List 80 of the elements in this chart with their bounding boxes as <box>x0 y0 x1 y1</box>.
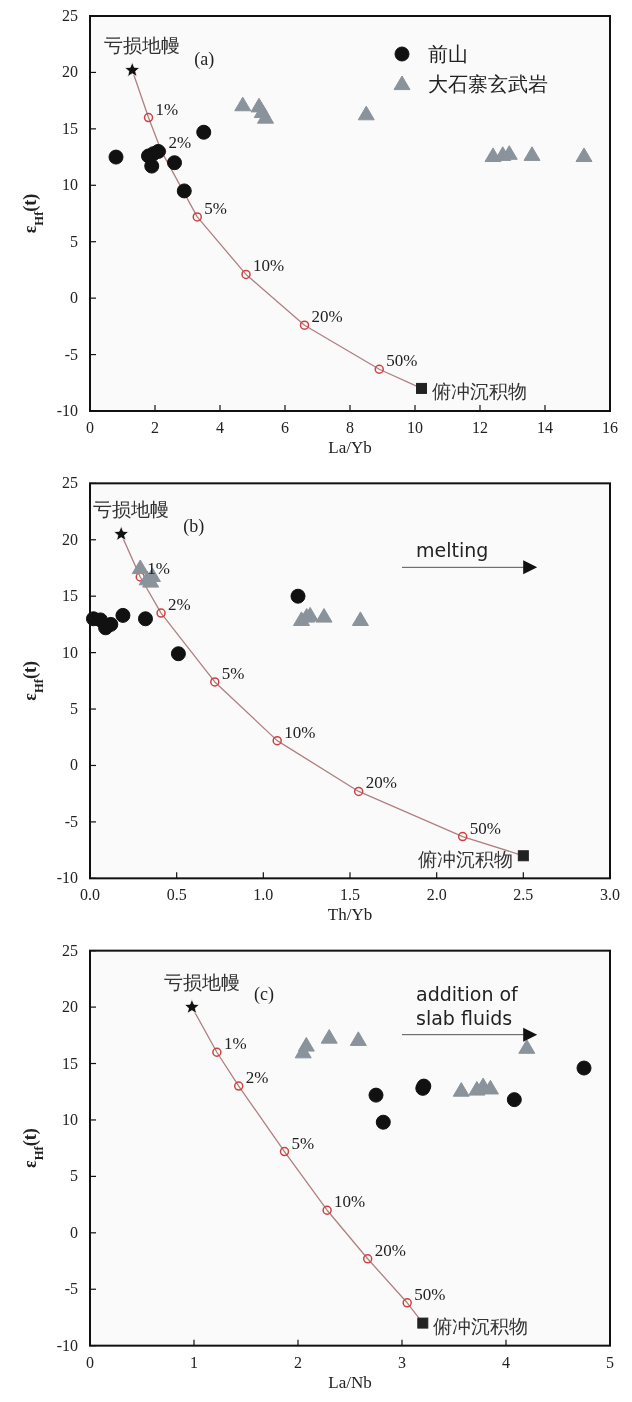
x-tick-label: 1.0 <box>253 886 274 904</box>
x-tick-label: 1 <box>190 1353 198 1371</box>
annotation: 50% <box>414 1284 446 1304</box>
annotation: melting <box>416 539 489 562</box>
y-tick-label: 10 <box>62 176 78 194</box>
x-tick-label: 0 <box>86 419 94 436</box>
y-tick-label: 0 <box>70 289 78 307</box>
x-tick-label: 10 <box>407 419 423 436</box>
annotation: 亏损地幔 <box>104 35 181 57</box>
annotation: 俯冲沉积物 <box>432 1316 528 1338</box>
x-tick-label: 0.5 <box>166 886 187 904</box>
x-tick-label: 2 <box>151 419 159 436</box>
x-axis-title: La/Yb <box>328 438 372 457</box>
y-tick-label: 10 <box>62 643 78 661</box>
y-tick-label: 25 <box>62 941 78 959</box>
x-tick-label: 3.0 <box>600 886 620 904</box>
y-tick-label: 0 <box>70 1223 78 1241</box>
y-tick-label: 25 <box>62 7 78 24</box>
y-tick-label: -5 <box>64 345 78 363</box>
annotation: 亏损地幔 <box>93 499 170 521</box>
annotation: (a) <box>194 49 215 70</box>
x-axis-title: Th/Yb <box>327 905 373 925</box>
x-tick-label: 14 <box>537 419 553 436</box>
x-tick-label: 2.0 <box>426 886 447 904</box>
annotation: 20% <box>311 307 343 327</box>
x-tick-label: 2 <box>294 1353 302 1371</box>
y-tick-label: 20 <box>62 63 78 81</box>
legend-label: 大石寨玄武岩 <box>428 73 548 95</box>
y-tick-label: 0 <box>70 756 78 774</box>
annotation: 1% <box>223 1034 247 1054</box>
x-tick-label: 2.5 <box>513 886 534 904</box>
y-tick-label: 5 <box>70 232 78 250</box>
annotation: 10% <box>284 722 316 742</box>
annotation: 2% <box>168 595 191 615</box>
x-tick-label: 1.5 <box>340 886 360 904</box>
y-tick-label: 15 <box>62 587 78 605</box>
x-tick-label: 6 <box>281 419 289 436</box>
y-tick-label: 20 <box>62 998 78 1016</box>
y-tick-label: -10 <box>56 869 78 887</box>
y-tick-label: 20 <box>62 530 78 548</box>
x-tick-label: 4 <box>502 1353 510 1371</box>
y-tick-label: 5 <box>70 1167 78 1185</box>
y-tick-label: 25 <box>62 474 78 492</box>
annotation: 5% <box>291 1133 315 1153</box>
annotation: 20% <box>365 773 397 793</box>
annotation: (c) <box>253 983 274 1005</box>
y-tick-label: -5 <box>64 1280 78 1298</box>
annotation: 20% <box>374 1240 406 1260</box>
x-tick-label: 0.0 <box>80 886 100 904</box>
y-tick-label: -5 <box>64 812 78 830</box>
annotation: 50% <box>469 818 501 838</box>
x-tick-label: 8 <box>346 419 354 436</box>
x-tick-label: 3 <box>398 1353 406 1371</box>
annotation: 5% <box>204 198 227 218</box>
x-tick-label: 12 <box>472 419 488 436</box>
annotation: 2% <box>245 1068 269 1088</box>
x-tick-label: 4 <box>216 419 224 436</box>
y-tick-label: 15 <box>62 119 78 137</box>
annotation: 亏损地幔 <box>163 972 240 994</box>
x-tick-label: 16 <box>602 419 618 436</box>
y-tick-label: -10 <box>56 1336 78 1354</box>
annotation: 1% <box>147 559 170 578</box>
y-tick-label: 10 <box>62 1110 78 1128</box>
annotation: 2% <box>168 133 192 153</box>
y-tick-label: 5 <box>70 700 78 718</box>
annotation: 10% <box>334 1192 366 1212</box>
legend-label: 前山 <box>428 43 468 65</box>
annotation: 50% <box>386 351 418 371</box>
annotation: addition of slab fluids <box>416 982 520 1029</box>
y-tick-label: 15 <box>62 1054 78 1072</box>
annotation: 10% <box>253 256 285 276</box>
annotation: 5% <box>221 663 245 683</box>
annotation: 俯冲沉积物 <box>431 381 527 403</box>
y-tick-label: -10 <box>56 402 78 419</box>
x-tick-label: 5 <box>606 1353 614 1371</box>
annotation: 俯冲沉积物 <box>418 848 514 870</box>
x-axis-title: La/Nb <box>328 1372 372 1392</box>
annotation: 1% <box>155 99 179 119</box>
x-tick-label: 0 <box>86 1353 94 1371</box>
annotation: (b) <box>183 516 205 538</box>
